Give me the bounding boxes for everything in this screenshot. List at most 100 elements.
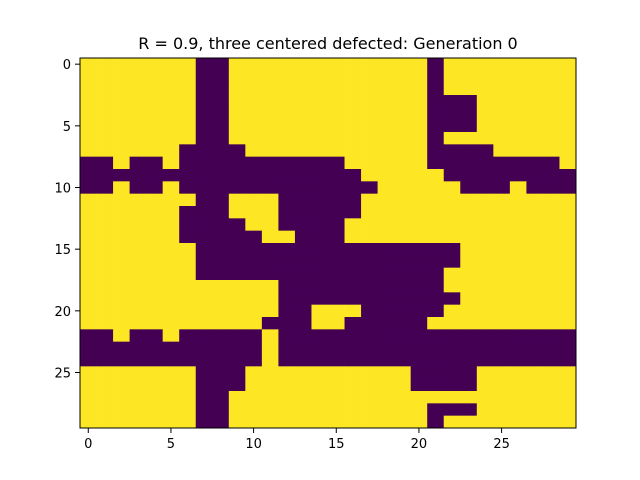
heatmap-cell [377,218,395,232]
heatmap-cell [394,82,412,96]
heatmap-cell [96,292,114,306]
heatmap-cell [179,366,197,380]
heatmap-cell [129,280,147,293]
heatmap-cell [328,169,345,182]
heatmap-cell [542,243,560,256]
heatmap-cell [344,230,362,244]
heatmap-cell [377,107,395,121]
heatmap-cell [113,415,130,429]
heatmap-cell [427,156,445,170]
heatmap-cell [311,403,329,417]
heatmap-cell [245,107,263,121]
heatmap-cell [410,243,428,256]
heatmap-cell [559,58,577,71]
heatmap-cell [443,58,461,71]
heatmap-cell [526,58,544,71]
heatmap-cell [344,403,362,417]
heatmap-cell [245,230,263,244]
heatmap-cell [460,255,478,269]
heatmap-cell [460,354,478,367]
heatmap-cell [96,156,114,170]
heatmap-cell [344,206,362,219]
heatmap-cell [146,230,164,244]
heatmap-cell [294,169,312,182]
heatmap-cell [526,132,544,145]
heatmap-cell [443,280,461,293]
heatmap-cell [328,156,345,170]
heatmap-cell [311,255,329,269]
heatmap-cell [410,341,428,355]
heatmap-cell [328,107,345,121]
heatmap-cell [96,107,114,121]
heatmap-cell [311,329,329,343]
heatmap-cell [476,378,494,392]
heatmap-cell [410,119,428,133]
heatmap-cell [443,243,461,256]
heatmap-cell [245,280,263,293]
heatmap-cell [559,132,577,145]
heatmap-cell [493,378,511,392]
heatmap-cell [443,70,461,84]
heatmap-cell [427,181,445,195]
heatmap-cell [129,206,147,219]
heatmap-cell [460,156,478,170]
heatmap-cell [146,378,164,392]
heatmap-cell [80,95,97,108]
heatmap-cell [245,169,263,182]
heatmap-cell [559,366,577,380]
heatmap-cell [80,255,97,269]
heatmap-cell [344,304,362,318]
heatmap-cell [162,95,180,108]
heatmap-cell [476,329,494,343]
heatmap-cell [113,132,130,145]
heatmap-cell [228,206,246,219]
heatmap-cell [361,317,378,330]
heatmap-cell [394,169,412,182]
heatmap-cell [559,255,577,269]
heatmap-cell [179,378,197,392]
heatmap-cell [80,169,97,182]
heatmap-cell [344,391,362,404]
heatmap-cell [427,70,445,84]
heatmap-cell [294,181,312,195]
heatmap-cell [294,317,312,330]
heatmap-cell [245,181,263,195]
heatmap-cell [113,119,130,133]
heatmap-cell [294,58,312,71]
heatmap-cell [311,243,329,256]
heatmap-cell [344,70,362,84]
heatmap-cell [542,403,560,417]
heatmap-cell [493,280,511,293]
heatmap-cell [526,193,544,207]
heatmap-cell [228,132,246,145]
heatmap-cell [460,58,478,71]
heatmap-cell [328,267,345,281]
heatmap-cell [344,95,362,108]
heatmap-cell [344,82,362,96]
heatmap-cell [195,119,213,133]
heatmap-cell [146,403,164,417]
heatmap-cell [179,304,197,318]
heatmap-cell [394,230,412,244]
heatmap-cell [311,169,329,182]
heatmap-cell [328,95,345,108]
heatmap-cell [311,341,329,355]
heatmap-cell [394,132,412,145]
y-tick-label: 15 [54,243,71,258]
heatmap-cell [294,292,312,306]
heatmap-cell [377,119,395,133]
heatmap-cell [460,181,478,195]
heatmap-cell [377,95,395,108]
heatmap-cell [179,58,197,71]
heatmap-cell [427,58,445,71]
heatmap-cell [394,267,412,281]
heatmap-cell [311,70,329,84]
heatmap-cell [311,107,329,121]
heatmap-cell [129,391,147,404]
heatmap-cell [493,292,511,306]
heatmap-cell [228,292,246,306]
heatmap-cell [129,378,147,392]
heatmap-cell [443,391,461,404]
heatmap-cell [361,107,378,121]
heatmap-cell [476,144,494,158]
